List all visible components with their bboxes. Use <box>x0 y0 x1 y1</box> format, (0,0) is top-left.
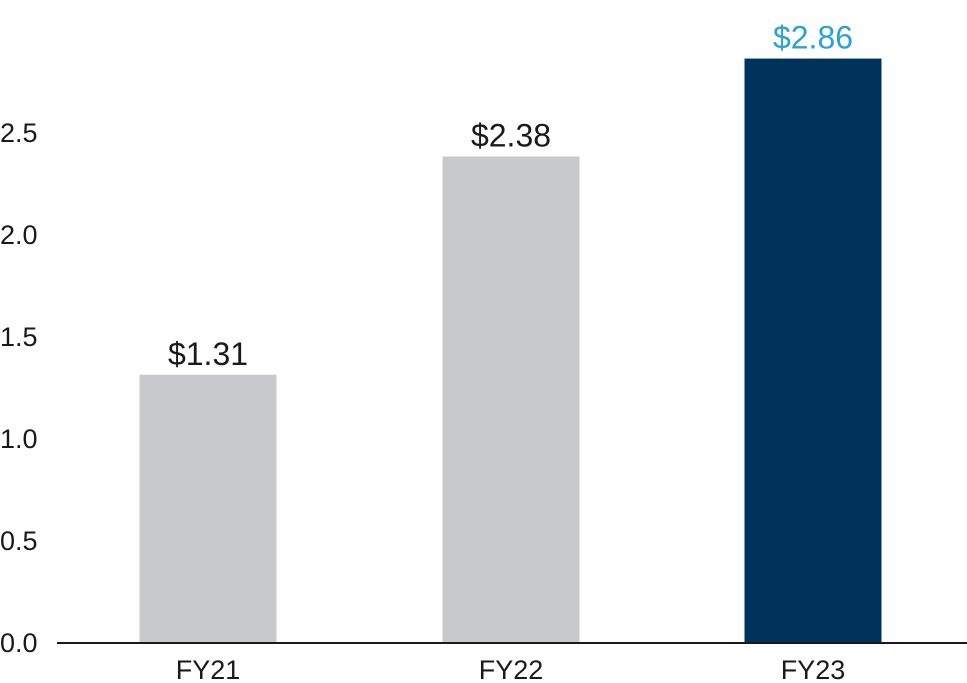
x-tick-label: FY22 <box>479 655 544 683</box>
y-axis-tick-labels: 0.0 0.5 1.0 1.5 2.0 2.5 <box>0 118 38 658</box>
y-tick-label: 0.5 <box>0 526 38 556</box>
y-tick-label: 2.0 <box>0 220 38 250</box>
value-label-fy21: $1.31 <box>168 336 248 372</box>
y-tick-label: 2.5 <box>0 118 38 148</box>
bars <box>139 58 882 643</box>
value-label-fy23: $2.86 <box>773 20 853 56</box>
x-axis-category-labels: FY21 FY22 FY23 <box>176 655 846 683</box>
y-tick-label: 0.0 <box>0 628 38 658</box>
x-tick-label: FY23 <box>781 655 846 683</box>
y-tick-label: 1.0 <box>0 424 38 454</box>
bar-value-labels: $1.31 $2.38 $2.86 <box>168 20 853 372</box>
bar-fy23 <box>744 58 882 643</box>
bar-fy21 <box>139 374 277 642</box>
value-label-fy22: $2.38 <box>471 117 551 153</box>
y-tick-label: 1.5 <box>0 322 38 352</box>
bar-fy22 <box>442 156 580 643</box>
x-tick-label: FY21 <box>176 655 241 683</box>
